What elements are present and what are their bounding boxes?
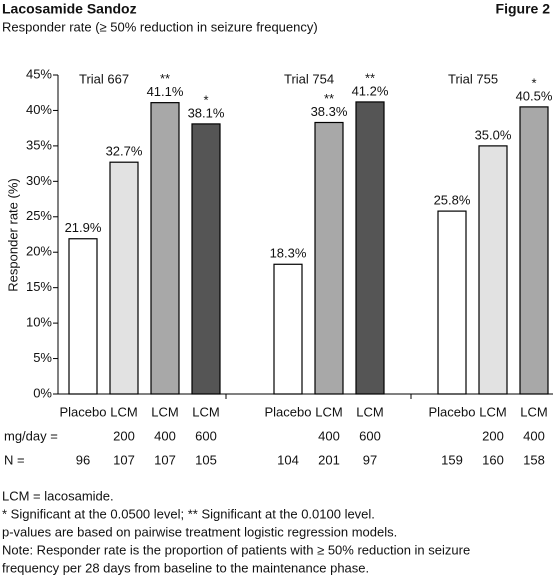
- significance: **: [324, 91, 334, 106]
- n-value: 96: [76, 452, 90, 467]
- dose: 200: [482, 428, 504, 443]
- note: Note: Responder rate is the proportion o…: [2, 542, 470, 557]
- value-label: 41.1%: [147, 84, 184, 99]
- value-label: 41.2%: [352, 83, 389, 98]
- note: p-values are based on pairwise treatment…: [2, 524, 397, 539]
- y-tick-label: 5%: [33, 350, 52, 365]
- bar: [437, 210, 467, 395]
- y-tick-label: 40%: [26, 102, 52, 117]
- x-tick-label: LCM: [110, 404, 137, 419]
- note: frequency per 28 days from baseline to t…: [2, 560, 369, 575]
- subtitle: Responder rate (≥ 50% reduction in seizu…: [2, 19, 318, 34]
- group-label: Trial 667: [79, 71, 129, 86]
- x-tick-label: Placebo: [60, 404, 107, 419]
- bar: [68, 238, 98, 395]
- dose: 600: [359, 428, 381, 443]
- bar: [109, 161, 139, 395]
- n-value: 107: [154, 452, 176, 467]
- x-tick-label: LCM: [356, 404, 383, 419]
- x-tick-label: LCM: [192, 404, 219, 419]
- x-tick-label: LCM: [315, 404, 342, 419]
- bar: [314, 121, 344, 395]
- chart-title: Lacosamide Sandoz: [2, 1, 137, 17]
- value-label: 38.1%: [188, 105, 225, 120]
- value-label: 18.3%: [270, 246, 307, 261]
- value-label: 21.9%: [65, 220, 102, 235]
- figure-label: Figure 2: [496, 1, 551, 17]
- group-label: Trial 754: [284, 71, 334, 86]
- y-tick-label: 10%: [26, 315, 52, 330]
- note: LCM = lacosamide.: [2, 488, 114, 503]
- x-tick-label: Placebo: [429, 404, 476, 419]
- group-label: Trial 755: [448, 71, 498, 86]
- n-row-label: N =: [4, 452, 25, 467]
- n-value: 201: [318, 452, 340, 467]
- n-value: 97: [363, 452, 377, 467]
- n-value: 107: [113, 452, 135, 467]
- x-tick-label: LCM: [479, 404, 506, 419]
- y-tick-label: 35%: [26, 137, 52, 152]
- significance: **: [160, 71, 170, 86]
- dose: 200: [113, 428, 135, 443]
- significance: *: [531, 75, 536, 90]
- y-tick-label: 20%: [26, 244, 52, 259]
- bar: [519, 106, 549, 395]
- bar: [478, 145, 508, 395]
- n-value: 105: [195, 452, 217, 467]
- y-axis-label: Responder rate (%): [5, 178, 20, 291]
- y-tick-label: 30%: [26, 173, 52, 188]
- n-value: 160: [482, 452, 504, 467]
- value-label: 35.0%: [475, 127, 512, 142]
- x-tick-label: Placebo: [265, 404, 312, 419]
- dose-row-label: mg/day =: [4, 428, 58, 443]
- significance: **: [365, 70, 375, 85]
- dose: 400: [154, 428, 176, 443]
- y-tick-label: 45%: [26, 66, 52, 81]
- y-tick-label: 0%: [33, 385, 52, 400]
- significance: *: [203, 92, 208, 107]
- bar: [355, 101, 385, 395]
- bar: [191, 123, 221, 395]
- dose: 400: [523, 428, 545, 443]
- bar: [150, 102, 180, 395]
- y-tick-label: 25%: [26, 208, 52, 223]
- dose: 600: [195, 428, 217, 443]
- value-label: 25.8%: [434, 193, 471, 208]
- note: * Significant at the 0.0500 level; ** Si…: [2, 506, 375, 521]
- n-value: 104: [277, 452, 299, 467]
- value-label: 32.7%: [106, 144, 143, 159]
- value-label: 38.3%: [311, 104, 348, 119]
- dose: 400: [318, 428, 340, 443]
- n-value: 159: [441, 452, 463, 467]
- x-tick-label: LCM: [151, 404, 178, 419]
- x-tick-label: LCM: [520, 404, 547, 419]
- bar: [273, 263, 303, 395]
- y-tick-label: 15%: [26, 279, 52, 294]
- n-value: 158: [523, 452, 545, 467]
- value-label: 40.5%: [516, 88, 553, 103]
